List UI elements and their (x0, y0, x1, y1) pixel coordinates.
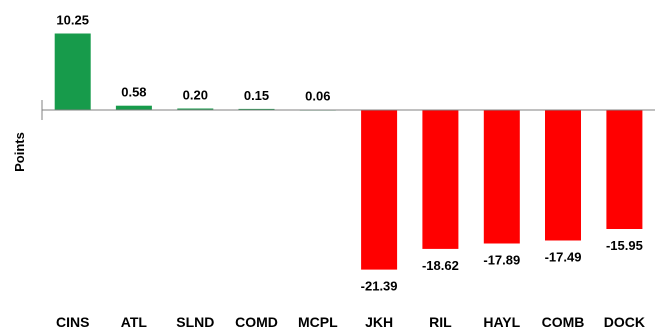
value-label-comb: -17.49 (545, 250, 582, 265)
category-label-hayl: HAYL (483, 314, 520, 330)
category-label-comd: COMD (235, 314, 278, 330)
category-label-cins: CINS (56, 314, 89, 330)
bar-dock (606, 110, 643, 229)
category-label-jkh: JKH (365, 314, 393, 330)
value-label-slnd: 0.20 (183, 88, 208, 103)
value-label-dock: -15.95 (606, 238, 643, 253)
value-label-ril: -18.62 (422, 258, 459, 273)
category-labels-group: CINS ATL SLND COMD MCPL JKH RIL HAYL COMB DOCK (56, 314, 645, 330)
bar-atl (115, 105, 152, 110)
value-labels-group: 10.25 0.58 0.20 0.15 0.06 -21.39 -18.62 -17.89 -… (56, 13, 642, 294)
value-label-mcpl: 0.06 (305, 89, 330, 104)
value-label-cins: 10.25 (56, 13, 89, 28)
bar-jkh (361, 110, 398, 270)
value-label-comd: 0.15 (244, 88, 269, 103)
category-label-mcpl: MCPL (298, 314, 338, 330)
value-label-atl: 0.58 (121, 85, 146, 100)
category-label-dock: DOCK (604, 314, 645, 330)
bar-comb (545, 110, 581, 241)
value-label-hayl: -17.89 (483, 253, 520, 268)
category-label-ril: RIL (429, 314, 452, 330)
category-label-slnd: SLND (176, 314, 214, 330)
bar-hayl (483, 110, 520, 244)
category-label-atl: ATL (121, 314, 148, 330)
bar-cins (54, 33, 91, 110)
category-label-comb: COMB (542, 314, 585, 330)
bar-ril (422, 110, 459, 249)
bar-comd (238, 108, 275, 110)
bar-slnd (177, 108, 214, 110)
value-label-jkh: -21.39 (361, 279, 398, 294)
y-axis-title: Points (12, 132, 27, 172)
bars-group (54, 33, 643, 270)
